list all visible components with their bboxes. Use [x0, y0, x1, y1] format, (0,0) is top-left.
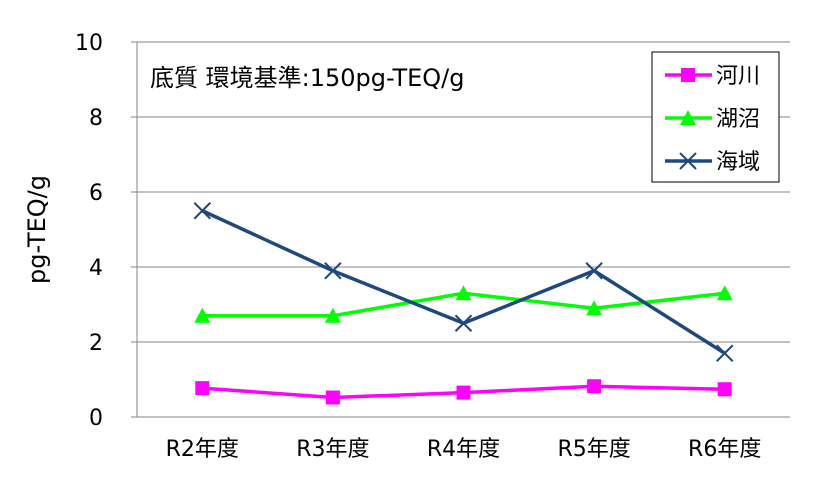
y-tick-labels: 0 2 4 6 8 10	[75, 31, 137, 431]
legend-marker	[680, 110, 696, 125]
y-tick-label: 0	[89, 406, 103, 431]
x-tick-label: R4年度	[427, 437, 500, 462]
data-point	[586, 300, 603, 316]
y-axis-title: pg-TEQ/g	[23, 175, 51, 284]
y-tick-label: 10	[75, 31, 103, 56]
data-point	[324, 307, 341, 323]
x-tick-label: R2年度	[166, 437, 239, 462]
data-point	[587, 379, 602, 394]
data-point	[585, 262, 603, 280]
data-point	[717, 382, 732, 397]
data-point	[454, 314, 473, 332]
chart-title: 底質 環境基準:150pg-TEQ/g	[150, 64, 464, 92]
series-group	[193, 202, 734, 405]
data-point	[194, 307, 211, 323]
x-tick-label: R5年度	[557, 437, 630, 462]
y-tick-label: 8	[89, 106, 103, 131]
data-point	[716, 285, 733, 301]
x-tick-label: R6年度	[688, 437, 761, 462]
y-tick-label: 2	[89, 331, 103, 356]
y-tick-label: 4	[89, 256, 103, 281]
legend-label: 湖沼	[716, 107, 760, 132]
legend-label: 河川	[716, 64, 760, 89]
data-point	[324, 262, 342, 280]
legend-marker	[681, 68, 695, 82]
data-point	[456, 385, 471, 400]
series-2	[193, 202, 734, 362]
x-tick-label: R3年度	[296, 437, 369, 462]
series-1	[194, 285, 733, 323]
series-0	[195, 379, 732, 405]
series-line	[201, 209, 726, 355]
data-point	[195, 381, 210, 396]
data-point	[715, 344, 734, 362]
legend-label: 海域	[716, 150, 760, 175]
y-tick-label: 6	[89, 181, 103, 206]
data-point	[455, 285, 472, 301]
legend-marker	[679, 152, 697, 170]
x-tick-labels: R2年度 R3年度 R4年度 R5年度 R6年度	[166, 437, 762, 462]
data-point	[193, 202, 212, 220]
data-point	[325, 390, 340, 405]
